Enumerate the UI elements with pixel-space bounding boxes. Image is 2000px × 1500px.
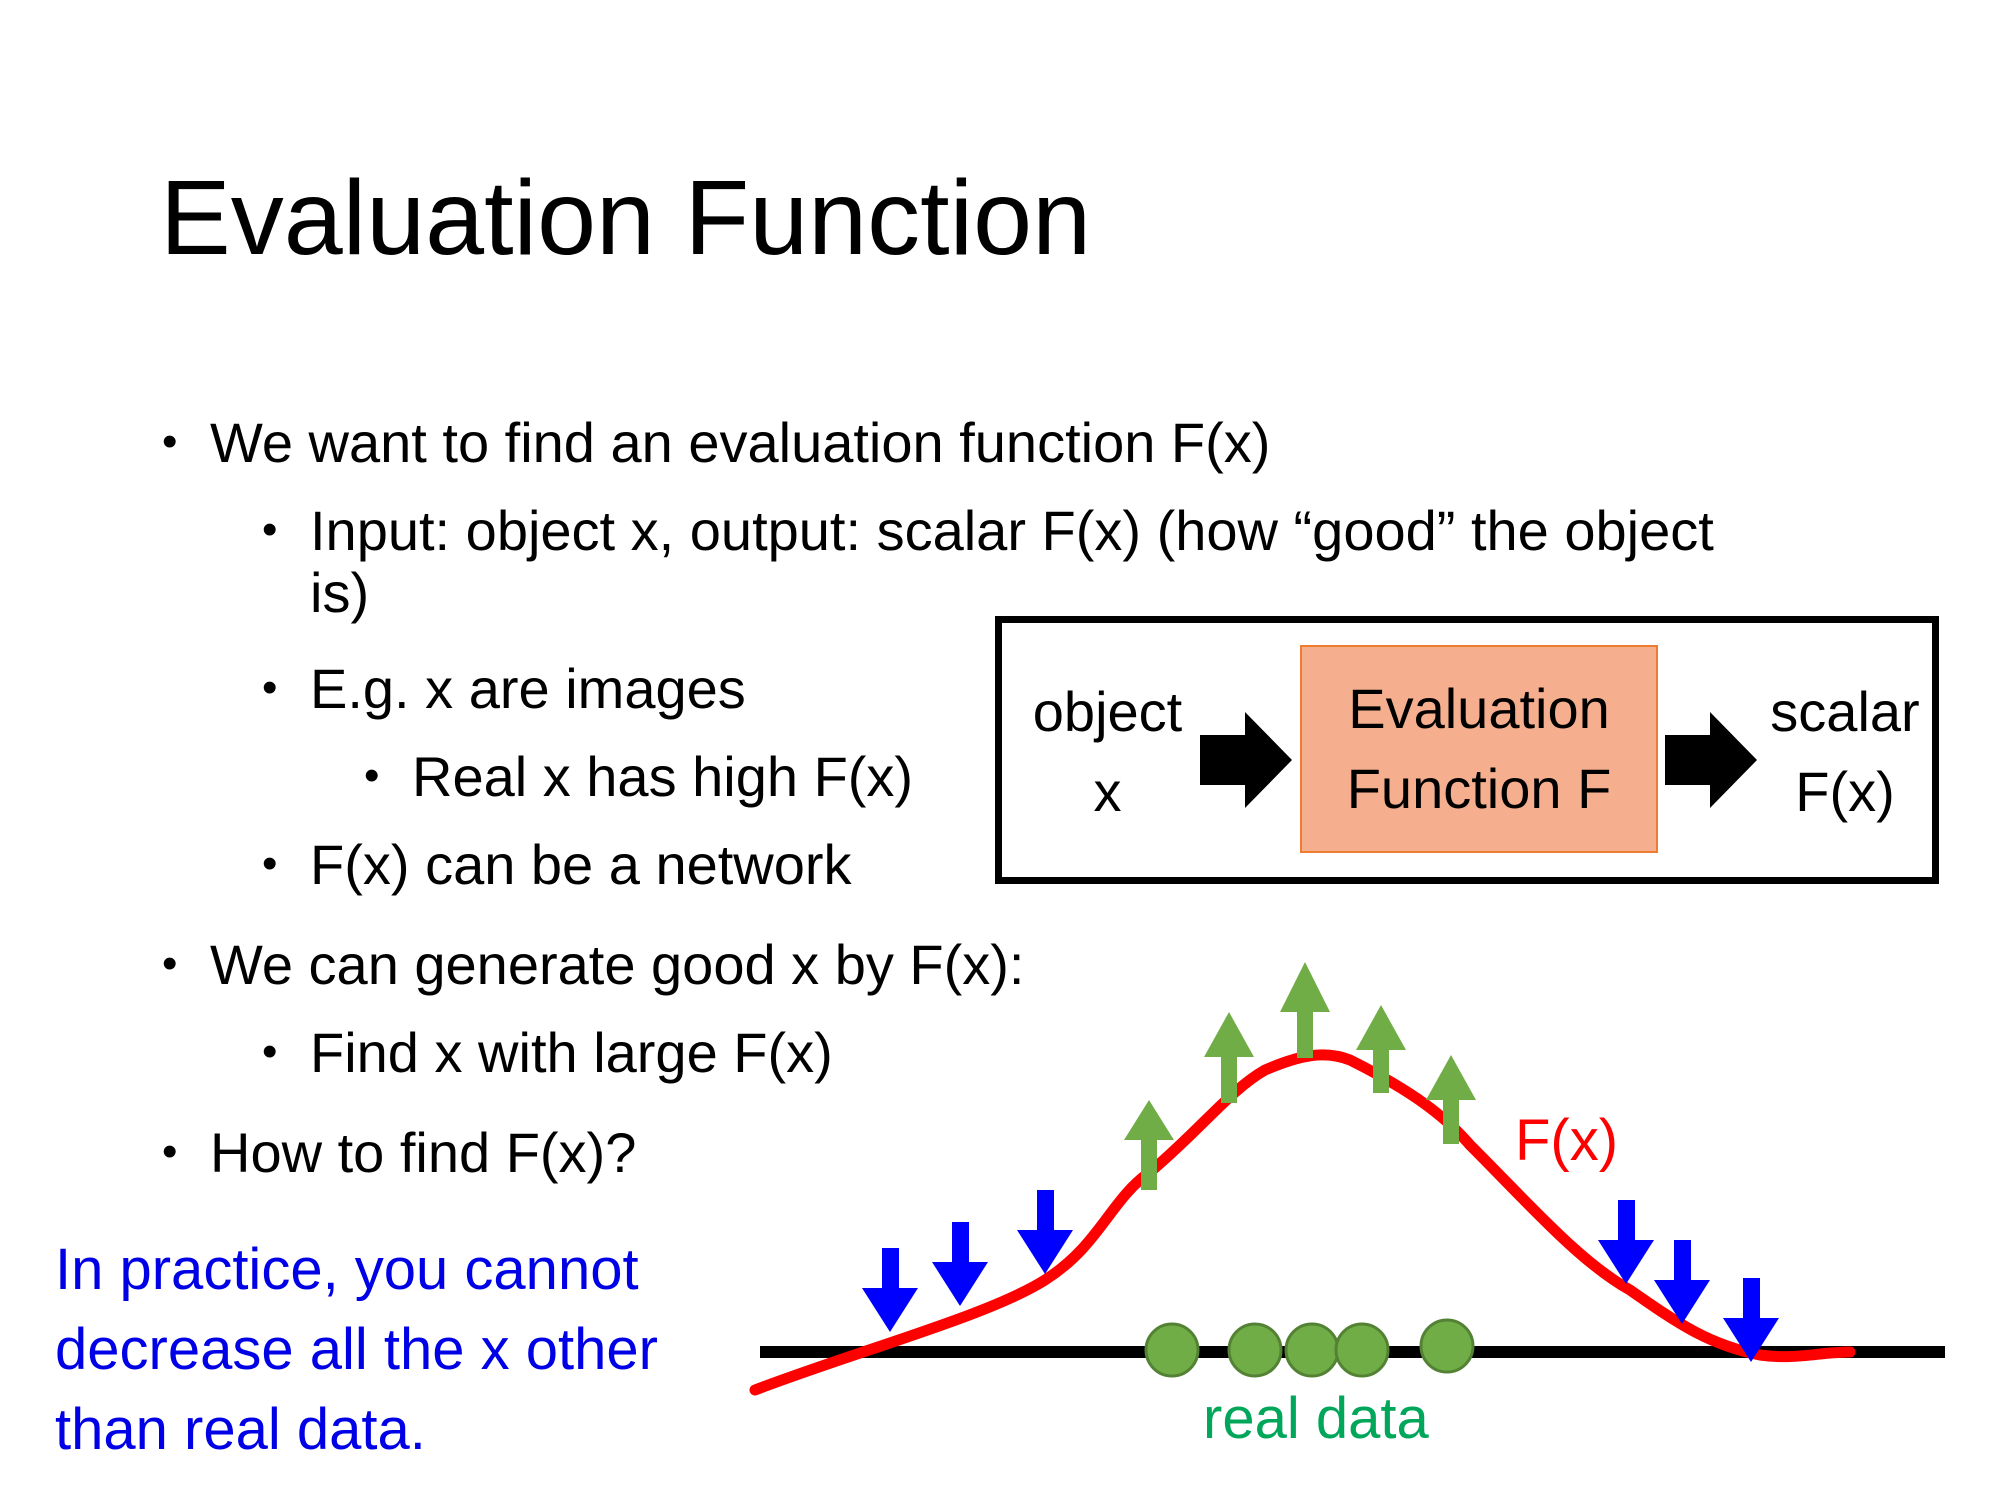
real-data-point (1144, 1322, 1200, 1378)
bullet-find-large: Find x with large F(x) (262, 1022, 833, 1084)
practice-note: In practice, you cannot decrease all the… (55, 1237, 658, 1462)
down-arrow-2-icon (932, 1222, 988, 1306)
bullet-find-evaluation-function: We want to find an evaluation function F… (162, 412, 1270, 474)
real-data-points (1144, 1318, 1475, 1378)
evaluation-function-box: Evaluation Function F (1300, 645, 1658, 853)
real-data-point (1284, 1322, 1340, 1378)
flow-output-line1: scalar (1770, 680, 1920, 743)
flow-diagram-frame (995, 616, 1939, 884)
fx-curve-label: F(x) (1515, 1108, 1619, 1173)
flow-input-label: object x (1010, 672, 1205, 832)
bullet-input-output: Input: object x, output: scalar F(x) (ho… (262, 500, 1760, 623)
flow-input-line1: object (1032, 680, 1183, 743)
up-arrow-2-icon (1204, 1012, 1254, 1103)
slide-title: Evaluation Function (160, 159, 1092, 277)
down-arrow-6-icon (1723, 1278, 1779, 1362)
bullet-images-example: E.g. x are images (262, 658, 746, 720)
flow-arrow-output-icon (1665, 712, 1757, 808)
down-arrow-3-icon (1017, 1190, 1073, 1274)
bullet-how-to-find: How to find F(x)? (162, 1122, 636, 1184)
real-data-label: real data (1203, 1386, 1429, 1451)
up-arrow-1-icon (1124, 1100, 1174, 1190)
real-data-point (1334, 1322, 1390, 1378)
real-data-point (1227, 1322, 1283, 1378)
real-data-point (1419, 1318, 1475, 1374)
up-arrow-4-icon (1356, 1005, 1406, 1093)
flow-arrow-input-icon (1200, 712, 1292, 808)
bullet-generate-good-x: We can generate good x by F(x): (162, 934, 1024, 996)
down-arrow-4-icon (1598, 1200, 1654, 1284)
bullet-real-high: Real x has high F(x) (364, 746, 913, 808)
bullet-network: F(x) can be a network (262, 834, 852, 896)
down-arrow-5-icon (1654, 1240, 1710, 1324)
down-arrow-1-icon (862, 1248, 918, 1332)
flow-input-line2: x (1093, 760, 1122, 823)
up-arrow-5-icon (1426, 1055, 1476, 1144)
flow-output-label: scalar F(x) (1755, 672, 1935, 832)
up-arrow-3-icon (1280, 962, 1330, 1058)
eval-box-line1: Evaluation (1348, 677, 1610, 740)
flow-output-line2: F(x) (1795, 760, 1895, 823)
fx-curve (749, 1049, 1856, 1396)
eval-box-line2: Function F (1346, 757, 1612, 820)
